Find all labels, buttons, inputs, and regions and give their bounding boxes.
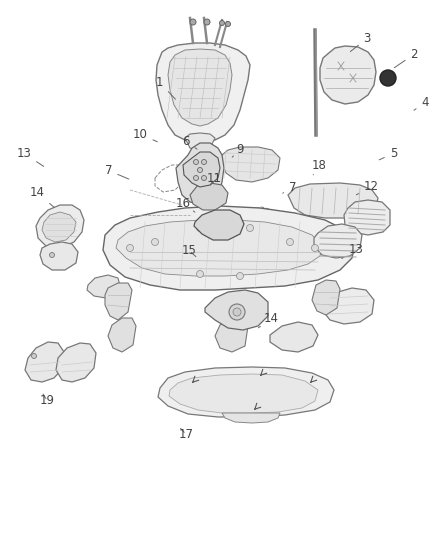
Polygon shape [314,224,362,258]
Text: 6: 6 [182,135,197,149]
Text: 14: 14 [258,312,278,328]
Text: 10: 10 [133,128,157,142]
Polygon shape [222,147,280,182]
Polygon shape [103,206,355,290]
Text: 15: 15 [182,244,197,257]
Polygon shape [25,342,64,382]
Polygon shape [156,43,250,142]
Text: 1: 1 [156,76,176,99]
Polygon shape [215,318,248,352]
Text: 14: 14 [30,187,54,207]
Polygon shape [288,183,378,218]
Circle shape [198,167,202,173]
Text: 17: 17 [179,428,194,441]
Circle shape [194,175,198,181]
Text: 12: 12 [357,180,379,195]
Circle shape [286,238,293,246]
Text: 7: 7 [283,181,297,194]
Text: 11: 11 [206,172,221,185]
Circle shape [204,19,210,25]
Circle shape [311,245,318,252]
Circle shape [380,70,396,86]
Text: 2: 2 [394,48,418,68]
Text: 9: 9 [232,143,244,157]
Polygon shape [320,46,376,104]
Polygon shape [270,322,318,352]
Text: 3: 3 [350,32,371,52]
Polygon shape [116,220,322,276]
Circle shape [127,245,134,252]
Polygon shape [185,133,215,152]
Circle shape [233,308,241,316]
Polygon shape [176,143,224,204]
Polygon shape [312,280,340,315]
Polygon shape [222,413,280,423]
Text: 13: 13 [342,243,363,259]
Polygon shape [194,210,244,240]
Text: 4: 4 [414,96,429,110]
Text: 18: 18 [311,159,326,175]
Polygon shape [169,374,318,413]
Polygon shape [42,212,76,242]
Text: 5: 5 [379,147,397,160]
Polygon shape [36,205,84,248]
Circle shape [237,272,244,279]
Circle shape [32,353,36,359]
Circle shape [229,304,245,320]
Circle shape [197,224,204,231]
Polygon shape [205,290,268,330]
Circle shape [226,21,230,27]
Text: 13: 13 [17,147,44,166]
Text: 19: 19 [40,394,55,407]
Circle shape [49,253,54,257]
Polygon shape [87,275,120,298]
Polygon shape [108,318,136,352]
Circle shape [152,238,159,246]
Circle shape [194,159,198,165]
Polygon shape [40,242,78,270]
Circle shape [197,271,204,278]
Polygon shape [168,49,232,126]
Text: 7: 7 [105,164,129,179]
Circle shape [201,175,206,181]
Polygon shape [183,152,220,187]
Polygon shape [105,283,132,320]
Polygon shape [190,183,228,210]
Circle shape [219,20,225,26]
Circle shape [247,224,254,231]
Polygon shape [322,288,374,324]
Polygon shape [158,367,334,417]
Circle shape [190,19,196,25]
Text: 16: 16 [176,197,195,212]
Circle shape [201,159,206,165]
Polygon shape [56,343,96,382]
Polygon shape [344,200,390,235]
